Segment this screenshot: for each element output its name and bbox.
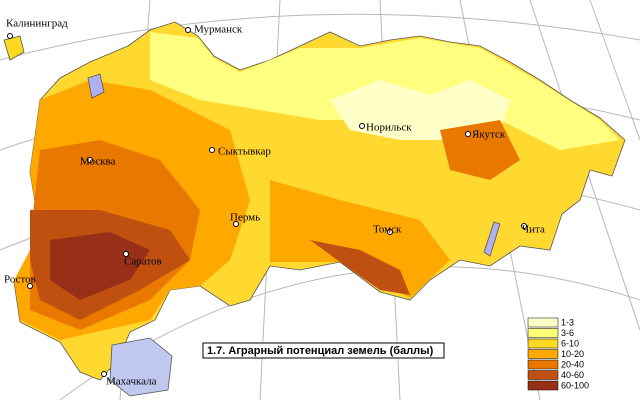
city-dot [233, 221, 239, 227]
city-dot [87, 157, 93, 163]
legend-label: 60-100 [561, 380, 589, 390]
city-dot [123, 251, 129, 257]
territory [3, 21, 626, 397]
city-label: Сыктывкар [218, 146, 271, 158]
city-label: Норильск [366, 122, 412, 134]
city-dot [185, 27, 191, 33]
legend-swatch [527, 338, 559, 349]
city-dot [359, 123, 365, 129]
legend-swatch [527, 349, 559, 359]
legend-label: 1-3 [561, 317, 574, 327]
legend-label: 6-10 [561, 338, 579, 348]
legend-swatch [527, 328, 559, 338]
city-label: Калининград [6, 18, 68, 30]
city-dot [209, 147, 215, 153]
legend-swatch [527, 317, 559, 328]
map-title: 1.7. Аграрный потенциал земель (баллы) [207, 345, 434, 357]
city-label: Москва [80, 156, 116, 168]
city-label: Саратов [124, 256, 162, 268]
city-label: Махачкала [106, 376, 157, 388]
legend-swatch [527, 380, 559, 391]
legend-label: 40-60 [561, 370, 584, 380]
city-dot [27, 283, 33, 289]
city-dot [387, 229, 393, 235]
legend-label: 20-40 [561, 359, 584, 369]
legend-label: 10-20 [561, 349, 584, 359]
city-label: Ростов [4, 274, 36, 286]
title-box [202, 342, 445, 359]
city-label: Томск [373, 224, 402, 236]
city-dot [521, 223, 527, 229]
city-dot [465, 131, 471, 137]
city-label: Якутск [472, 129, 506, 141]
city-labels: Калининград Мурманск Москва Сыктывкар Нориль… [4, 18, 545, 388]
city-label: Чита [522, 224, 545, 236]
city-label: Мурманск [194, 24, 243, 36]
legend-label: 3-6 [561, 328, 574, 338]
city-dot [101, 371, 107, 377]
city-dot [7, 33, 13, 39]
city-label: Пермь [230, 212, 260, 224]
legend-swatch [527, 359, 559, 370]
legend-swatch [527, 370, 559, 380]
